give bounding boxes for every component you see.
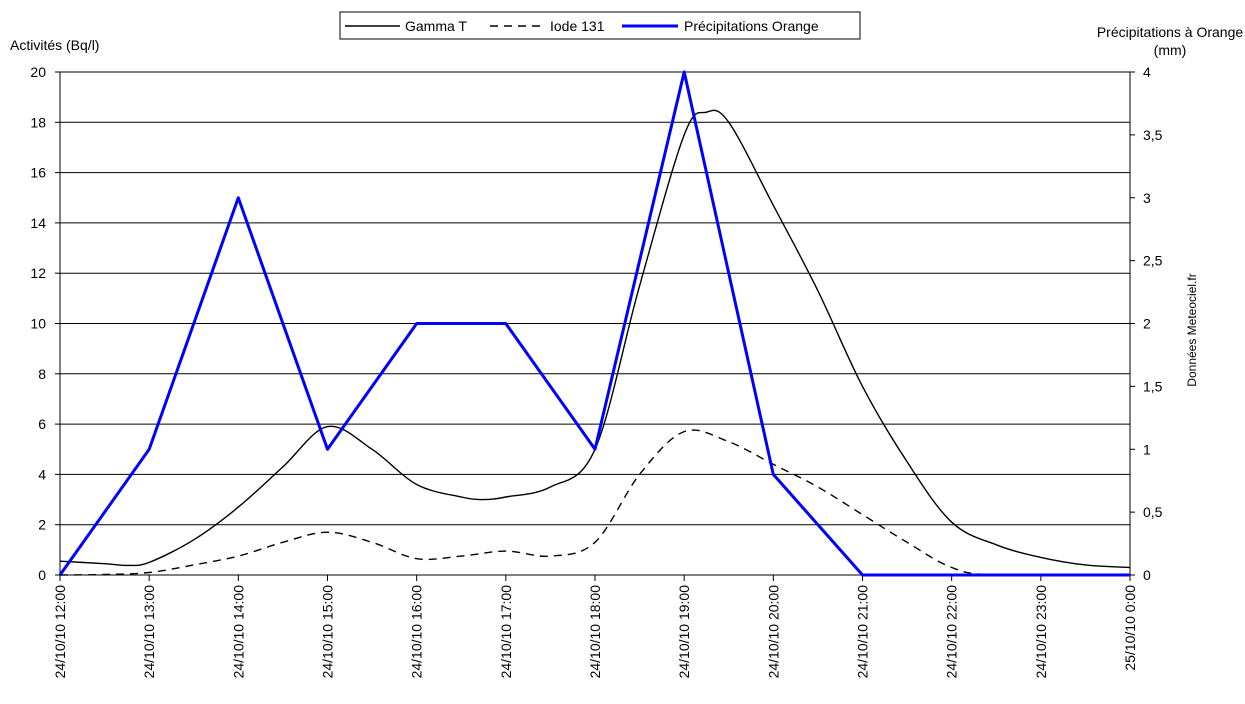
x-tick-labels: 24/10/10 12:00 24/10/10 13:00 24/10/10 14:…	[52, 585, 1138, 679]
y-right-tick-label: 1	[1143, 441, 1151, 457]
y-right-tick-label: 2	[1143, 316, 1151, 332]
x-ticks	[59, 575, 1131, 581]
y-left-axis-label: Activités (Bq/l)	[10, 37, 99, 53]
y-left-tick-label: 8	[38, 366, 46, 382]
source-note: Données Meteociel.fr	[1185, 273, 1199, 386]
y-right-tick-label: 2,5	[1143, 253, 1163, 269]
y-right-tick-label: 0	[1143, 567, 1151, 583]
x-tick-label: 25/10/10 0:00	[1122, 585, 1138, 671]
y-right-tick-labels: 0 0,5 1 1,5 2 2,5 3 3,5 4	[1130, 64, 1163, 583]
x-tick-label: 24/10/10 12:00	[52, 585, 68, 679]
x-tick-label: 24/10/10 15:00	[320, 585, 336, 679]
x-tick-label: 24/10/10 13:00	[141, 585, 157, 679]
y-right-tick-label: 1,5	[1143, 378, 1163, 394]
y-left-tick-label: 10	[30, 316, 46, 332]
series-line-gamma-t	[59, 109, 1131, 569]
legend-label-gamma-t: Gamma T	[405, 18, 467, 34]
legend-label-iode-131: Iode 131	[550, 18, 605, 34]
y-right-tick-label: 0,5	[1143, 504, 1163, 520]
x-tick-label: 24/10/10 19:00	[676, 585, 692, 679]
y-left-tick-labels: 0 2 4 6 8 10 12 14 16 18 20	[30, 64, 60, 583]
y-left-tick-label: 4	[38, 466, 46, 482]
legend-label-precipitations: Précipitations Orange	[684, 18, 819, 34]
y-left-tick-label: 2	[38, 517, 46, 533]
y-right-tick-label: 3	[1143, 190, 1151, 206]
x-tick-label: 24/10/10 22:00	[944, 585, 960, 679]
y-left-tick-label: 6	[38, 416, 46, 432]
x-tick-label: 24/10/10 18:00	[587, 585, 603, 679]
y-left-tick-label: 16	[30, 165, 46, 181]
x-tick-label: 24/10/10 16:00	[409, 585, 425, 679]
y-left-tick-label: 0	[38, 567, 46, 583]
x-tick-label: 24/10/10 23:00	[1033, 585, 1049, 679]
series-line-iode-131	[59, 429, 1131, 577]
y-right-axis-label-line2: (mm)	[1154, 42, 1187, 58]
series-layer	[58, 70, 1131, 577]
x-tick-label: 24/10/10 20:00	[765, 585, 781, 679]
series-line-precipitations	[58, 70, 1130, 577]
legend: Gamma T Iode 131 Précipitations Orange	[339, 11, 861, 40]
y-right-tick-label: 4	[1143, 64, 1151, 80]
y-left-tick-label: 12	[30, 265, 46, 281]
y-left-tick-label: 20	[30, 64, 46, 80]
x-tick-label: 24/10/10 17:00	[498, 585, 514, 679]
y-right-tick-label: 3,5	[1143, 127, 1163, 143]
x-tick-label: 24/10/10 21:00	[855, 585, 871, 679]
y-left-tick-label: 14	[30, 215, 46, 231]
legend-box	[339, 11, 861, 40]
x-tick-label: 24/10/10 14:00	[230, 585, 246, 679]
grid-lines	[60, 71, 1130, 576]
y-left-tick-label: 18	[30, 114, 46, 130]
y-right-axis-label-line1: Précipitations à Orange	[1097, 24, 1244, 40]
